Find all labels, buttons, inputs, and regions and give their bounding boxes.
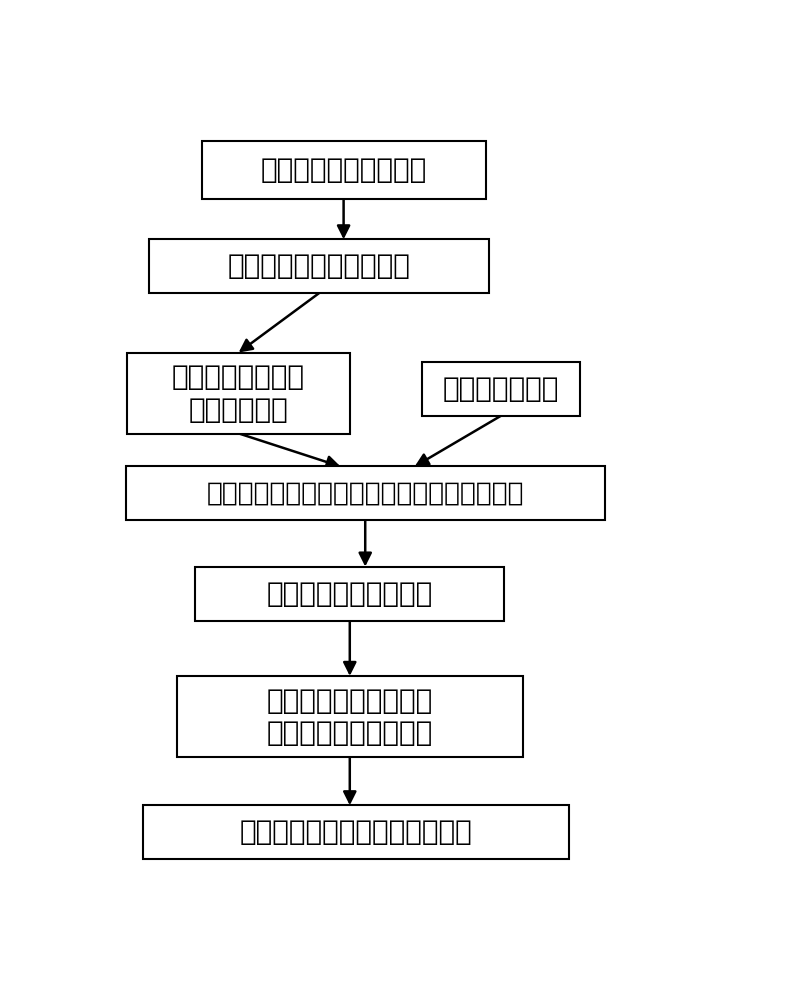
Text: 提供待用纳米复合材料: 提供待用纳米复合材料 bbox=[261, 156, 426, 184]
FancyBboxPatch shape bbox=[126, 466, 605, 520]
FancyBboxPatch shape bbox=[177, 676, 523, 757]
Text: 电化学修饰电极预处理: 电化学修饰电极预处理 bbox=[267, 580, 433, 608]
Text: 工作电极预处理: 工作电极预处理 bbox=[443, 375, 559, 403]
FancyBboxPatch shape bbox=[422, 362, 580, 416]
Text: 检测待测液中甲基汞离子的浓度: 检测待测液中甲基汞离子的浓度 bbox=[240, 818, 473, 846]
FancyBboxPatch shape bbox=[195, 567, 505, 620]
FancyBboxPatch shape bbox=[149, 239, 489, 293]
FancyBboxPatch shape bbox=[202, 141, 485, 199]
Text: 将所述电化学修饰电极
安装在电化学工作站中: 将所述电化学修饰电极 安装在电化学工作站中 bbox=[267, 687, 433, 747]
FancyBboxPatch shape bbox=[128, 353, 350, 434]
Text: 待用纳米复合材料预处理: 待用纳米复合材料预处理 bbox=[227, 252, 410, 280]
FancyBboxPatch shape bbox=[143, 805, 569, 859]
Text: 根据预处理后的工作电极制备电化学修饰电极: 根据预处理后的工作电极制备电化学修饰电极 bbox=[206, 480, 524, 506]
Text: 制备待用纳米复合
材料的悬浮液: 制备待用纳米复合 材料的悬浮液 bbox=[172, 363, 305, 424]
